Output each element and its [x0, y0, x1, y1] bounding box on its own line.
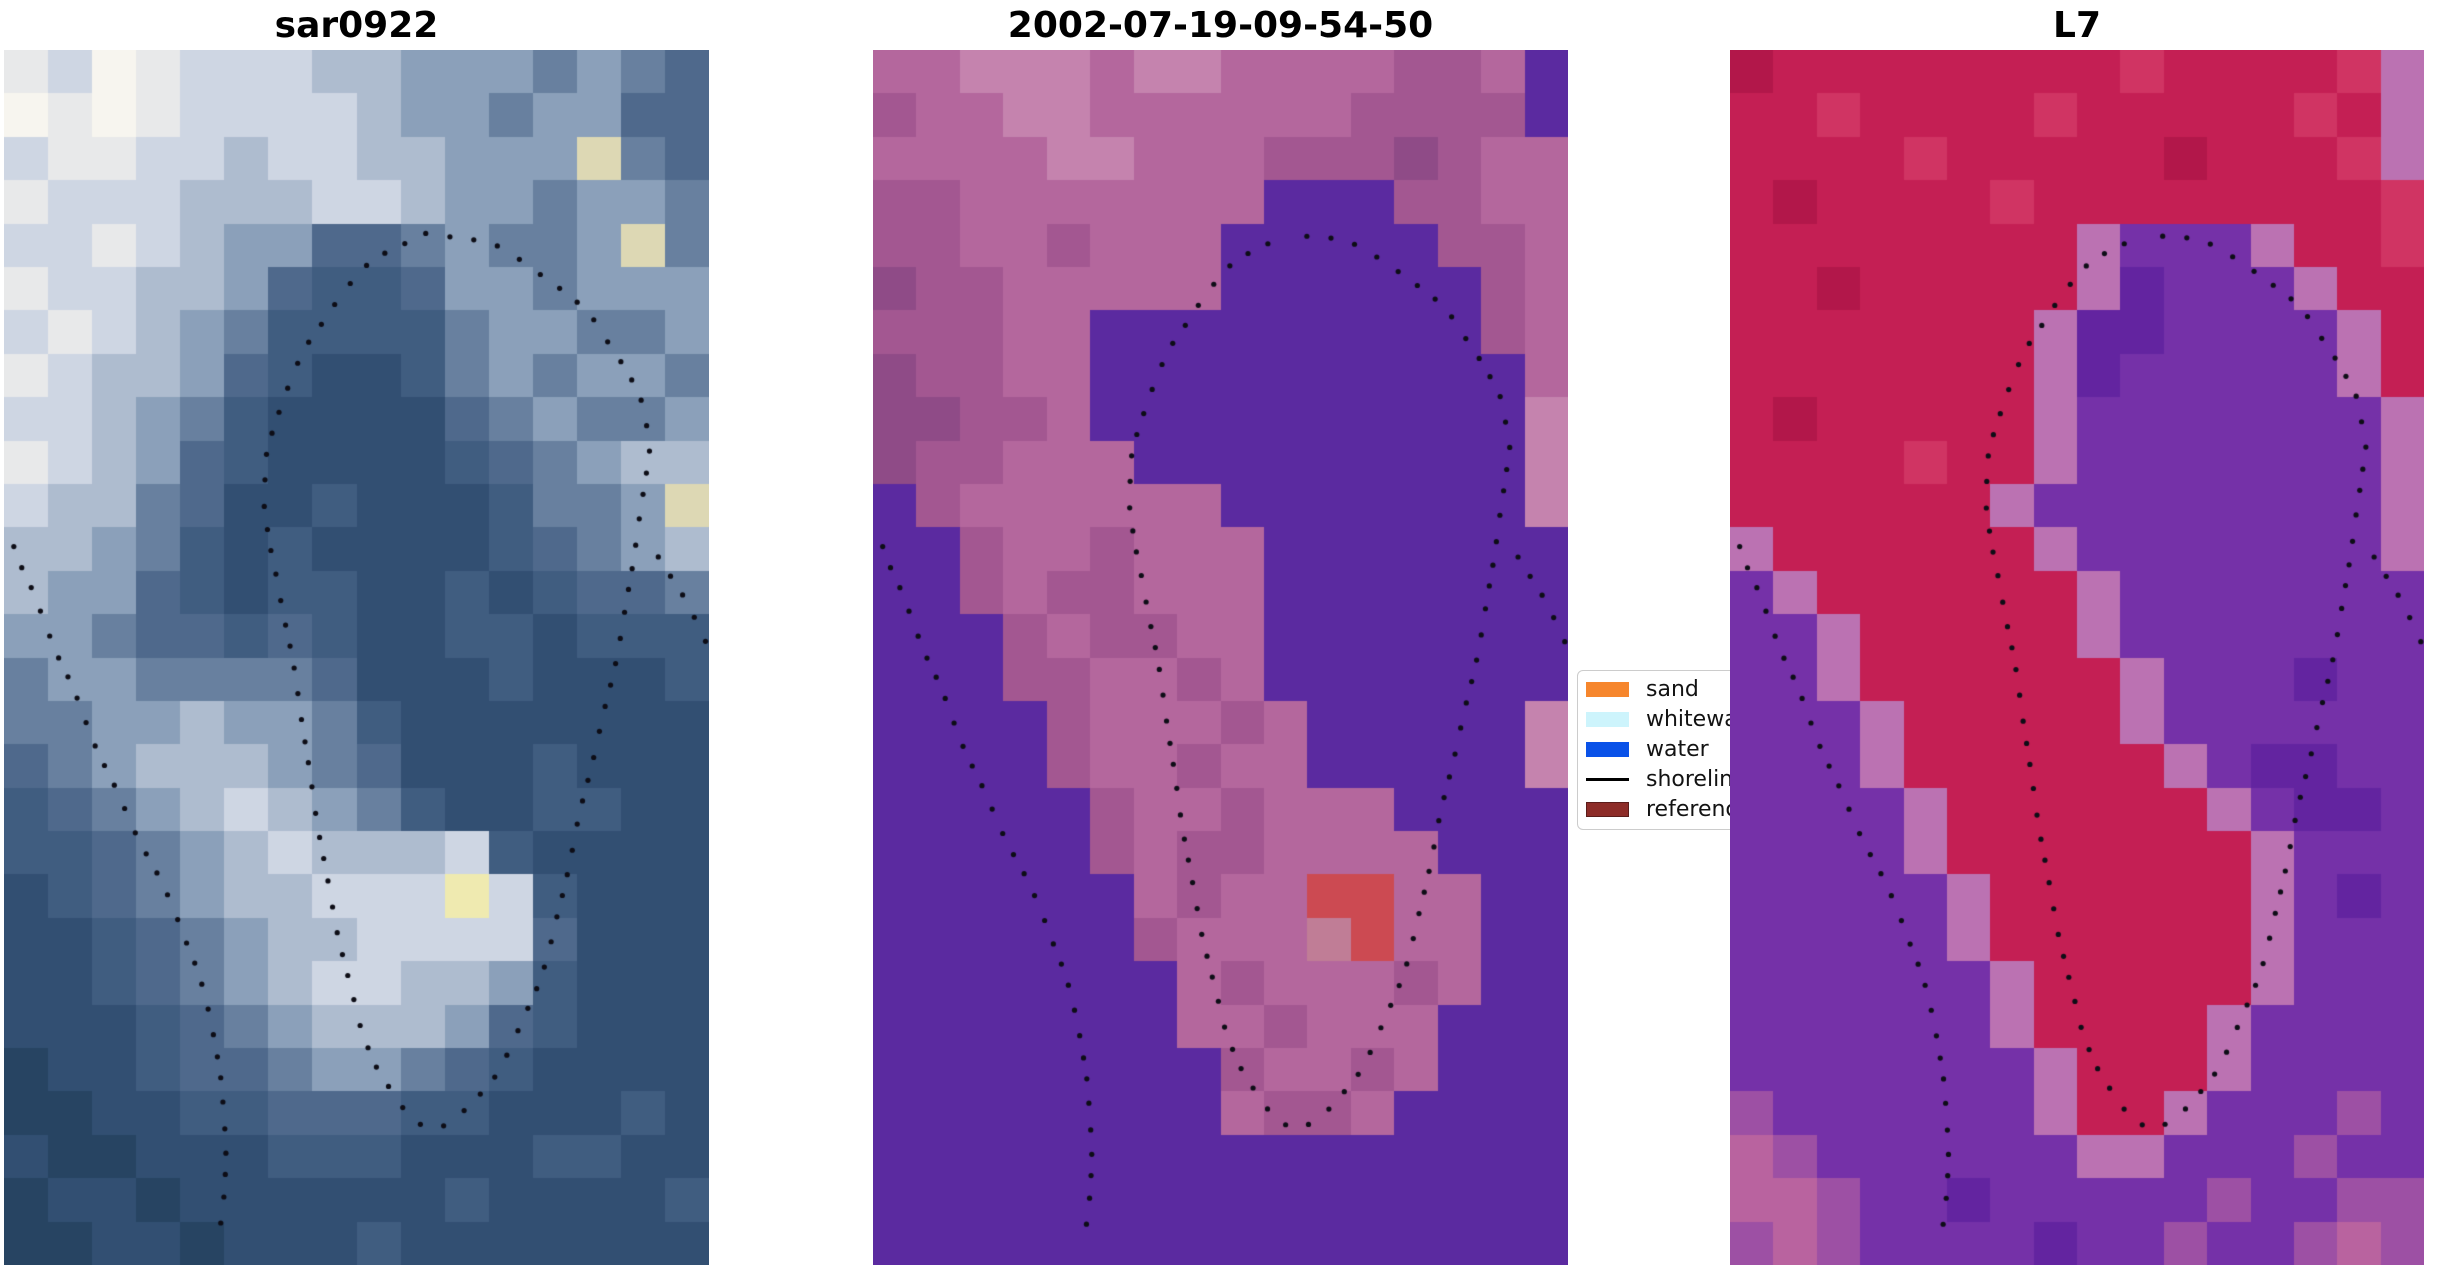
reference-swatch-icon — [1586, 801, 1629, 817]
legend-row-sand: sand — [1586, 674, 1764, 704]
shoreline-line-icon — [1586, 777, 1629, 781]
panel-title-sar0922: sar0922 — [274, 5, 439, 46]
panel-title-date: 2002-07-19-09-54-50 — [1007, 5, 1434, 46]
l7-image — [1730, 50, 2424, 1265]
legend-label-shoreline: shoreline — [1646, 766, 1747, 792]
water-swatch-icon — [1586, 741, 1629, 757]
whitewater-swatch-icon — [1586, 711, 1629, 727]
sand-swatch-icon — [1586, 681, 1629, 697]
sar-panel — [4, 50, 709, 1265]
legend-label-water: water — [1646, 736, 1709, 762]
legend-label-sand: sand — [1646, 676, 1699, 702]
classified-panel — [873, 50, 1568, 1265]
legend-row-shoreline: shoreline — [1586, 764, 1764, 794]
sar-image — [4, 50, 709, 1265]
classified-image — [873, 50, 1568, 1265]
legend-row-water: water — [1586, 734, 1764, 764]
l7-panel — [1730, 50, 2424, 1265]
panel-title-l7: L7 — [2053, 5, 2101, 46]
